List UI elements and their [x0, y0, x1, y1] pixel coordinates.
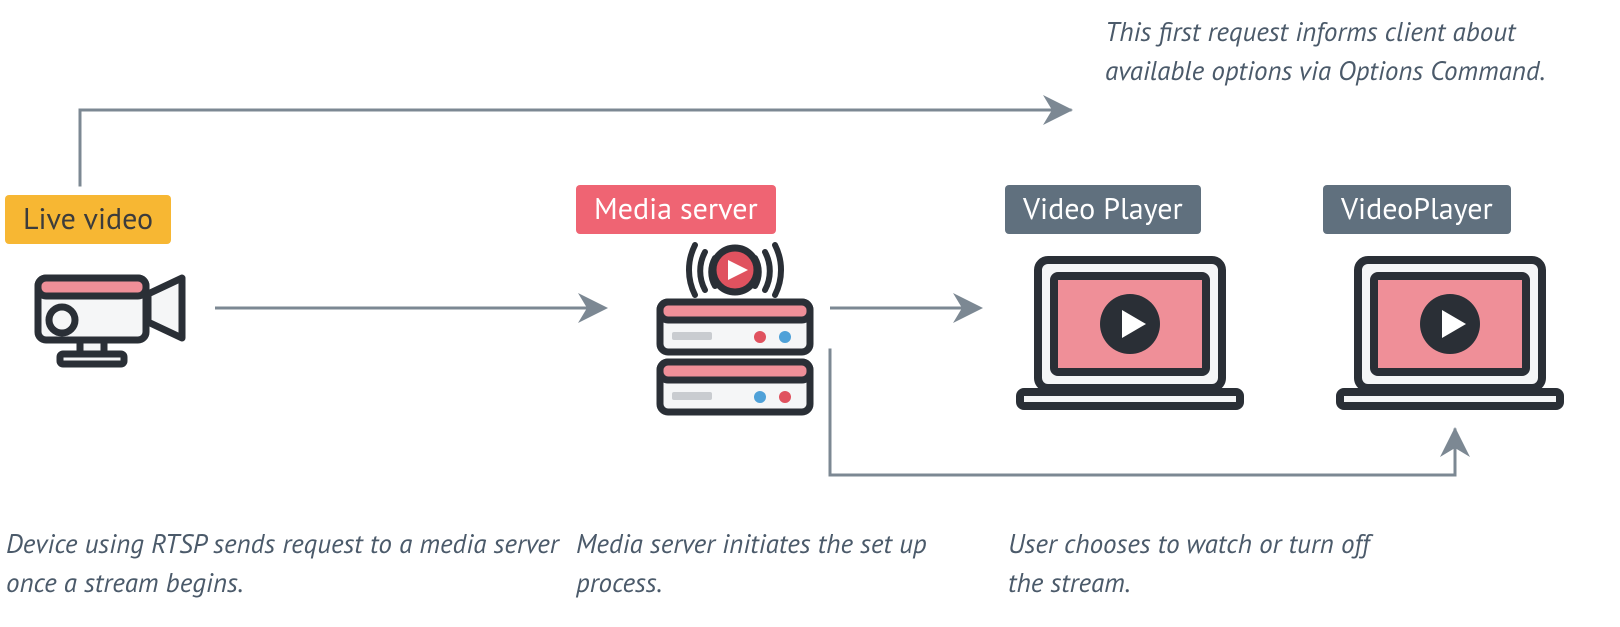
desc-top_right: This first request informs client about …	[1105, 13, 1585, 91]
video-player-icon	[1010, 250, 1250, 420]
video-player-icon	[1330, 250, 1570, 420]
camera-icon	[30, 260, 200, 370]
desc-bottom_right: User chooses to watch or turn off the st…	[1008, 525, 1408, 603]
desc-bottom_mid: Media server initiates the set up proces…	[576, 525, 936, 603]
media_server-label: Media server	[576, 185, 776, 234]
video_player_2-label: VideoPlayer	[1323, 185, 1511, 234]
live_video-label: Live video	[5, 195, 171, 244]
diagram-canvas: Live video Media server Video Player VideoP…	[0, 0, 1620, 627]
media-server-icon	[640, 230, 830, 430]
video_player_1-label: Video Player	[1005, 185, 1201, 234]
desc-bottom_left: Device using RTSP sends request to a med…	[6, 525, 566, 603]
